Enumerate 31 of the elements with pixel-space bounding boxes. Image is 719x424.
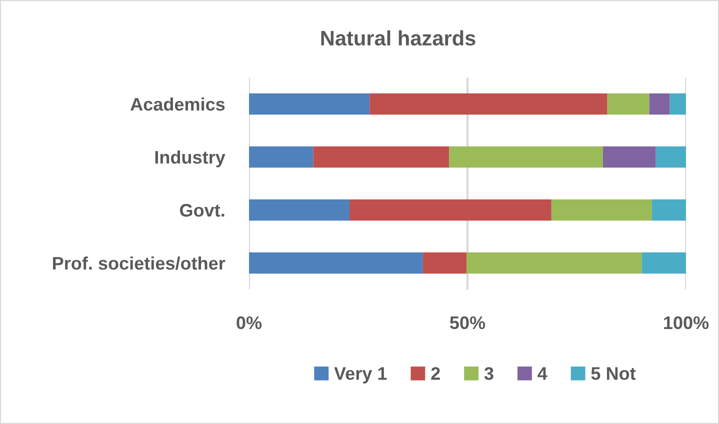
legend-label: 3 — [484, 367, 494, 380]
legend-label: 4 — [538, 367, 548, 380]
bar — [249, 199, 350, 221]
legend-label: Very 1 — [334, 367, 387, 384]
bar — [551, 199, 652, 221]
bar — [370, 93, 608, 115]
bar — [652, 199, 686, 221]
bar — [249, 93, 370, 115]
y-tick-label: Govt. — [180, 204, 224, 217]
y-tick-label: Industry — [155, 150, 226, 168]
legend-label: 5 Not — [591, 367, 636, 380]
bar — [249, 252, 423, 274]
bar — [466, 252, 642, 274]
bar — [670, 93, 686, 115]
x-tick-label: 100% — [664, 316, 709, 330]
x-tick-label: 50% — [450, 316, 486, 330]
chart-title: Natural hazards — [321, 30, 476, 46]
x-tick-label: 0% — [236, 316, 262, 330]
bar — [602, 146, 656, 168]
bar — [350, 199, 552, 221]
y-tick-label: Prof. societies/other — [53, 256, 226, 270]
bar — [656, 146, 686, 168]
y-tick-label: Academics — [130, 97, 225, 111]
bar — [607, 93, 650, 115]
bar — [313, 146, 450, 168]
bar — [449, 146, 603, 168]
bar — [249, 146, 314, 168]
bar — [642, 252, 686, 274]
bar — [422, 252, 467, 274]
legend-label: 2 — [431, 367, 440, 380]
bar — [649, 93, 670, 115]
